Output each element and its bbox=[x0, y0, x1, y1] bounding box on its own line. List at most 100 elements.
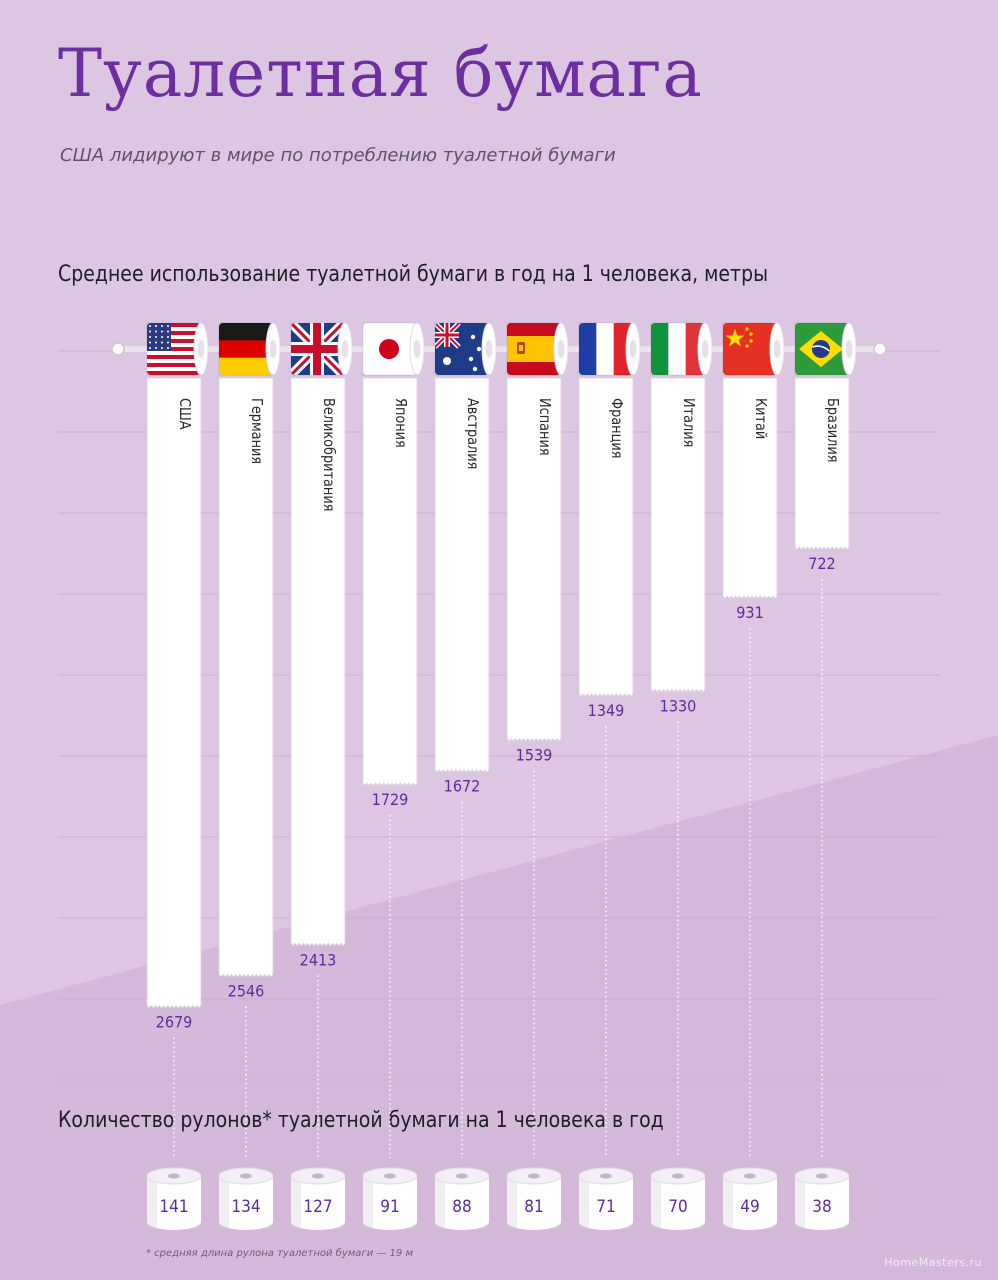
paper-roll bbox=[722, 322, 785, 376]
roll-body bbox=[507, 1176, 561, 1230]
paper-strip-bar bbox=[650, 377, 706, 693]
roll-count: 49 bbox=[722, 1167, 778, 1230]
value-label: 1672 bbox=[444, 777, 481, 796]
roll-count: 134 bbox=[218, 1167, 274, 1230]
roll-count: 70 bbox=[650, 1167, 706, 1230]
country-label: Франция bbox=[608, 398, 625, 458]
roll-count-label: 49 bbox=[740, 1196, 759, 1216]
country-label: США bbox=[176, 398, 193, 430]
paper-roll bbox=[434, 322, 497, 376]
roll-hole bbox=[240, 1173, 252, 1179]
paper-strip-bar bbox=[506, 377, 562, 742]
roll-shade bbox=[291, 1178, 301, 1228]
roll-count-label: 81 bbox=[524, 1196, 543, 1216]
roll-count: 38 bbox=[794, 1167, 850, 1230]
country-label: Бразилия bbox=[824, 398, 841, 462]
watermark: HomeMasters.ru bbox=[884, 1256, 982, 1269]
value-label: 2546 bbox=[228, 982, 265, 1001]
paper-strip-bar bbox=[794, 377, 850, 551]
country-label: Испания bbox=[536, 398, 553, 456]
flag-uk-icon bbox=[291, 323, 345, 375]
roll-body bbox=[219, 1176, 273, 1230]
chart-rolls-title: Количество рулонов* туалетной бумаги на … bbox=[58, 1108, 664, 1133]
roll-count-label: 38 bbox=[812, 1196, 831, 1216]
paper-roll bbox=[794, 322, 857, 376]
roll-shade bbox=[435, 1178, 445, 1228]
flag-brazil-icon bbox=[795, 323, 847, 375]
page-subtitle: США лидируют в мире по потреблению туале… bbox=[60, 145, 616, 166]
roll-body bbox=[651, 1176, 705, 1230]
roll-count-label: 88 bbox=[452, 1196, 471, 1216]
roll-hole bbox=[168, 1173, 180, 1179]
flag-usa-icon bbox=[147, 323, 199, 375]
flag-france-icon bbox=[579, 323, 632, 375]
page-title: Туалетная бумага bbox=[58, 35, 703, 112]
roll-shade bbox=[795, 1178, 805, 1228]
paper-roll bbox=[362, 322, 425, 376]
roll-count: 88 bbox=[434, 1167, 490, 1230]
paper-roll bbox=[218, 322, 281, 376]
flag-italy-icon bbox=[651, 323, 704, 375]
flag-japan-icon bbox=[363, 323, 415, 375]
value-label: 722 bbox=[808, 554, 835, 573]
paper-strip-bar bbox=[434, 377, 490, 773]
value-label: 2679 bbox=[156, 1013, 193, 1032]
roll-body bbox=[363, 1176, 417, 1230]
roll-body bbox=[147, 1176, 201, 1230]
roll-hole bbox=[744, 1173, 756, 1179]
roll-shade bbox=[651, 1178, 661, 1228]
roll-hole bbox=[312, 1173, 324, 1179]
paper-roll bbox=[146, 322, 209, 376]
roll-count: 91 bbox=[362, 1167, 418, 1230]
flag-australia-icon bbox=[435, 323, 487, 375]
roll-shade bbox=[219, 1178, 229, 1228]
roll-count: 127 bbox=[290, 1167, 346, 1230]
paper-strip-bar bbox=[290, 377, 346, 947]
roll-body bbox=[723, 1176, 777, 1230]
roll-count-label: 134 bbox=[231, 1196, 260, 1216]
roll-count-label: 141 bbox=[159, 1196, 188, 1216]
paper-strip-bar bbox=[362, 377, 418, 787]
paper-strip-bar bbox=[578, 377, 634, 698]
roll-count-label: 70 bbox=[668, 1196, 687, 1216]
paper-strip-bar bbox=[218, 377, 274, 978]
paper-roll bbox=[650, 322, 713, 376]
flag-germany-icon bbox=[219, 323, 271, 375]
roll-hole bbox=[600, 1173, 612, 1179]
value-label: 1330 bbox=[660, 697, 697, 716]
roll-body bbox=[579, 1176, 633, 1230]
paper-strip-bar bbox=[146, 377, 202, 1009]
value-label: 1539 bbox=[516, 746, 553, 765]
country-label: Австралия bbox=[464, 398, 481, 469]
country-label: Китай bbox=[752, 398, 769, 439]
value-label: 1729 bbox=[372, 790, 409, 809]
roll-shade bbox=[507, 1178, 517, 1228]
roll-shade bbox=[147, 1178, 157, 1228]
roll-hole bbox=[384, 1173, 396, 1179]
country-label: Германия bbox=[248, 398, 265, 464]
paper-strip-bar bbox=[722, 377, 778, 600]
roll-count-label: 91 bbox=[380, 1196, 399, 1216]
roll-hole bbox=[456, 1173, 468, 1179]
country-label: Япония bbox=[392, 398, 409, 448]
paper-roll bbox=[506, 322, 569, 376]
country-label: Великобритания bbox=[320, 398, 337, 511]
roll-shade bbox=[579, 1178, 589, 1228]
flag-china-icon bbox=[723, 323, 775, 375]
country-label: Италия bbox=[680, 398, 697, 447]
roll-hole bbox=[816, 1173, 828, 1179]
roll-hole bbox=[672, 1173, 684, 1179]
roll-hole bbox=[528, 1173, 540, 1179]
value-label: 2413 bbox=[300, 951, 337, 970]
value-label: 931 bbox=[736, 603, 763, 622]
chart-meters-title: Среднее использование туалетной бумаги в… bbox=[58, 262, 769, 287]
paper-roll bbox=[290, 322, 353, 376]
roll-shade bbox=[363, 1178, 373, 1228]
value-label: 1349 bbox=[588, 701, 625, 720]
footnote: * средняя длина рулона туалетной бумаги … bbox=[146, 1248, 413, 1259]
roll-body bbox=[291, 1176, 345, 1230]
roll-body bbox=[795, 1176, 849, 1230]
